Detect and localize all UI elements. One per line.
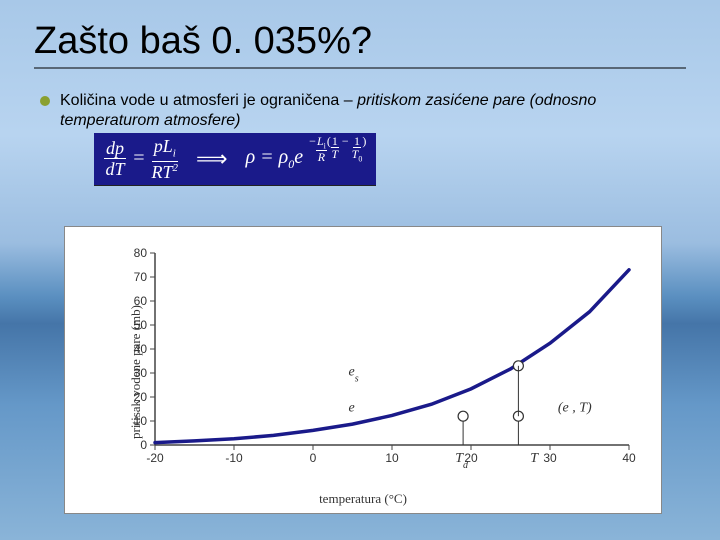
svg-text:70: 70 bbox=[134, 270, 148, 284]
svg-text:40: 40 bbox=[622, 451, 636, 465]
svg-text:30: 30 bbox=[543, 451, 557, 465]
page-title: Zašto baš 0. 035%? bbox=[34, 20, 686, 69]
svg-text:0: 0 bbox=[140, 438, 147, 452]
svg-text:(e , T): (e , T) bbox=[558, 400, 592, 415]
svg-text:T: T bbox=[530, 451, 539, 466]
svg-text:-20: -20 bbox=[146, 451, 164, 465]
svg-text:-10: -10 bbox=[225, 451, 243, 465]
formula-box: dpdT = pLiRT2 ⟹ ρ = ρ0e −LiR(1T − 1T0) bbox=[94, 133, 376, 186]
svg-text:es: es bbox=[349, 364, 359, 384]
svg-text:60: 60 bbox=[134, 294, 148, 308]
svg-text:40: 40 bbox=[134, 342, 148, 356]
x-axis-label: temperatura (°C) bbox=[319, 491, 407, 507]
svg-text:10: 10 bbox=[134, 414, 148, 428]
svg-text:e: e bbox=[349, 400, 355, 415]
svg-text:20: 20 bbox=[134, 390, 148, 404]
chart-panel: pritisak vodene pare (mb) temperatura (°… bbox=[64, 226, 662, 514]
svg-text:80: 80 bbox=[134, 246, 148, 260]
formula-lhs: dpdT = pLiRT2 bbox=[104, 137, 178, 181]
bullet-text: Količina vode u atmosferi je ograničena … bbox=[60, 91, 686, 131]
svg-text:50: 50 bbox=[134, 318, 148, 332]
chart-svg: 01020304050607080-20-10010203040ese(e , … bbox=[119, 243, 639, 473]
formula-arrow: ⟹ bbox=[196, 146, 228, 172]
svg-text:30: 30 bbox=[134, 366, 148, 380]
svg-text:10: 10 bbox=[385, 451, 399, 465]
svg-text:0: 0 bbox=[310, 451, 317, 465]
bullet-item: Količina vode u atmosferi je ograničena … bbox=[40, 91, 686, 131]
bullet-plain: Količina vode u atmosferi je ograničena … bbox=[60, 92, 357, 109]
bullet-dot bbox=[40, 96, 50, 106]
formula-rhs: ρ = ρ0e −LiR(1T − 1T0) bbox=[246, 144, 367, 173]
